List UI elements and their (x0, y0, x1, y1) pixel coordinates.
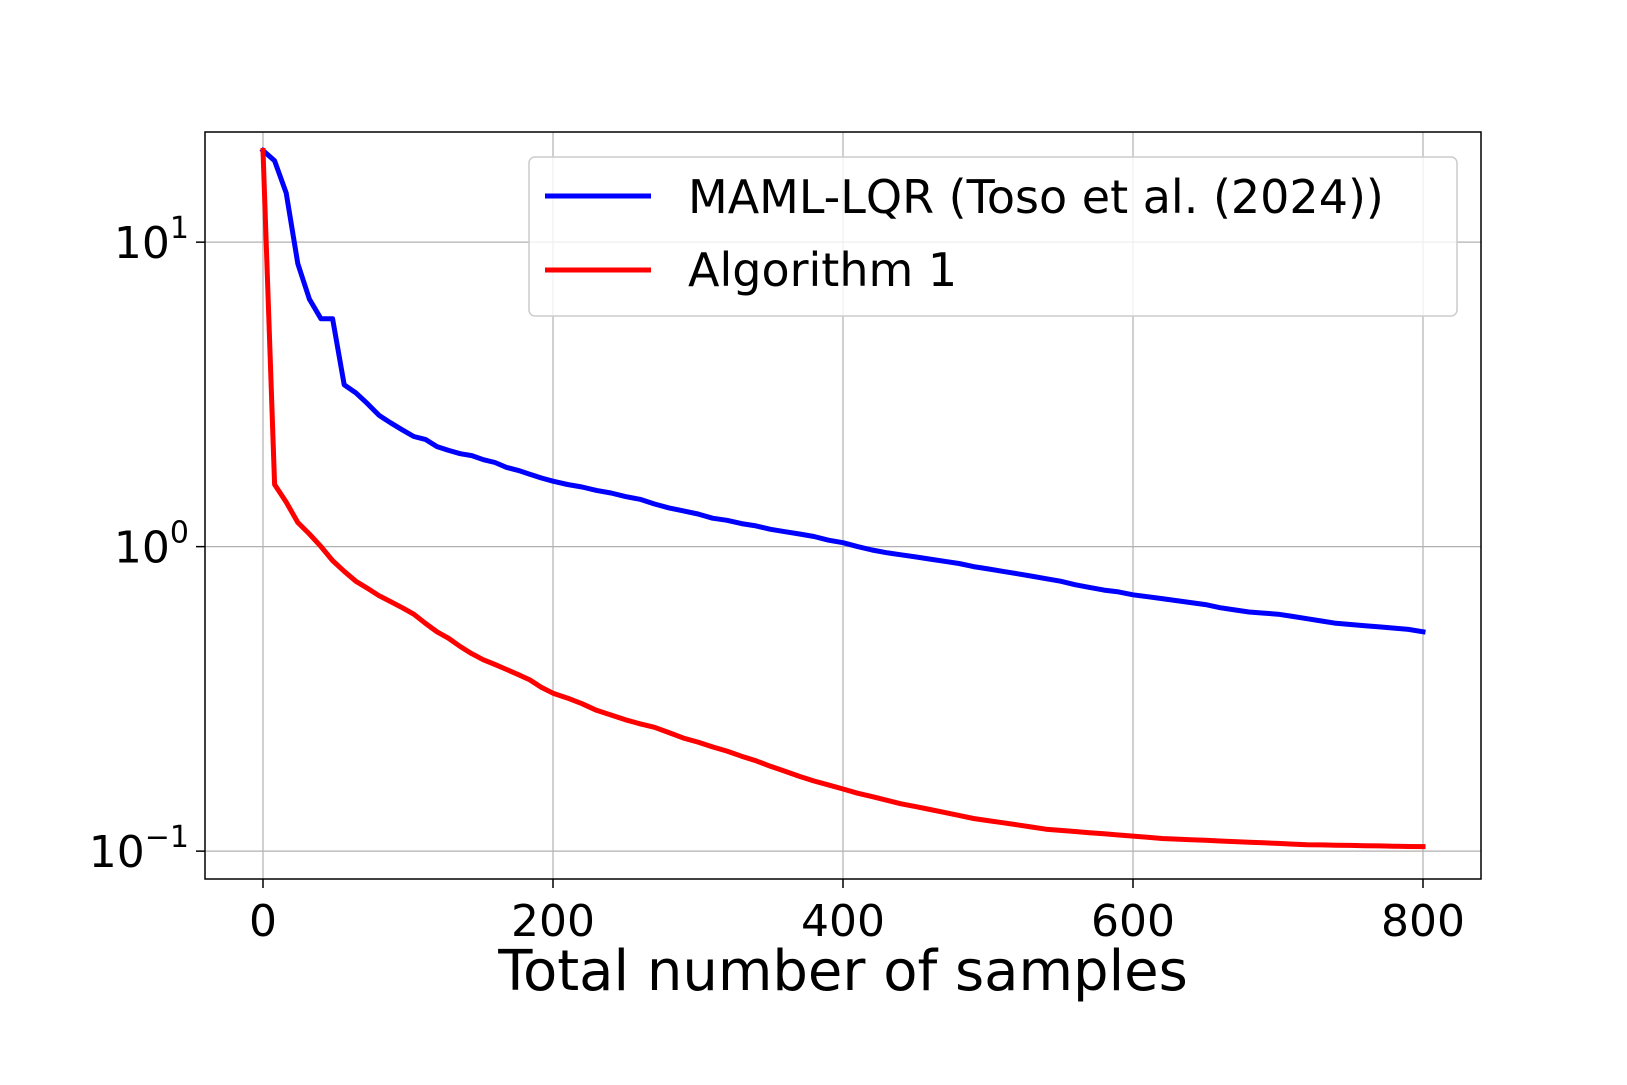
y-ticks: 101 100 10−1 (89, 211, 205, 878)
legend-label-algorithm-1: Algorithm 1 (688, 243, 957, 297)
x-axis-label: Total number of samples (497, 939, 1188, 1004)
x-tick-label: 400 (801, 896, 885, 947)
series-line-algorithm-1 (260, 147, 1426, 850)
legend-box (528, 156, 1458, 317)
y-tick-label: 101 (114, 211, 189, 269)
x-tick-label: 200 (511, 896, 595, 947)
x-tick-label: 800 (1381, 896, 1465, 947)
x-tick-label: 0 (249, 896, 277, 947)
y-tick-label: 10−1 (89, 820, 189, 878)
x-tick-label: 600 (1091, 896, 1175, 947)
legend: MAML-LQR (Toso et al. (2024)) Algorithm … (528, 156, 1458, 317)
series-lines (259, 146, 1426, 850)
y-tick-label: 100 (114, 516, 189, 574)
legend-label-maml-lqr: MAML-LQR (Toso et al. (2024)) (688, 170, 1384, 224)
series-line-maml-lqr (259, 146, 1426, 635)
x-ticks: 0 200 400 600 800 (249, 879, 1465, 947)
